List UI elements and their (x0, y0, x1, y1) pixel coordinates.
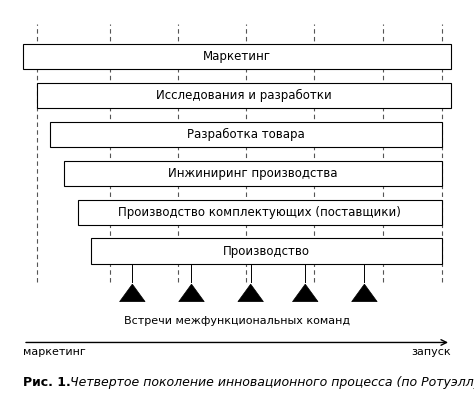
Text: Встречи межфункциональных команд: Встречи межфункциональных команд (124, 316, 350, 326)
Bar (78, 200, 442, 225)
Text: Производство комплектующих (поставщики): Производство комплектующих (поставщики) (118, 206, 401, 219)
Text: запуск: запуск (411, 347, 451, 357)
Bar (64, 161, 442, 186)
Bar (37, 83, 451, 108)
Text: маркетинг: маркетинг (23, 347, 86, 357)
Polygon shape (292, 284, 318, 302)
Bar (50, 122, 442, 147)
Text: Разработка товара: Разработка товара (187, 128, 305, 141)
Polygon shape (119, 284, 145, 302)
Text: Четвертое поколение инновационного процесса (по Ротуэллу): Четвертое поколение инновационного проце… (66, 375, 474, 388)
Text: Рис. 1.: Рис. 1. (23, 375, 71, 388)
Bar (23, 44, 451, 69)
Text: Маркетинг: Маркетинг (203, 50, 271, 63)
Polygon shape (352, 284, 377, 302)
Text: Производство: Производство (223, 245, 310, 258)
Polygon shape (179, 284, 204, 302)
Text: Исследования и разработки: Исследования и разработки (156, 89, 332, 102)
Text: Инжиниринг производства: Инжиниринг производства (168, 167, 337, 180)
Bar (91, 239, 442, 264)
Polygon shape (238, 284, 264, 302)
